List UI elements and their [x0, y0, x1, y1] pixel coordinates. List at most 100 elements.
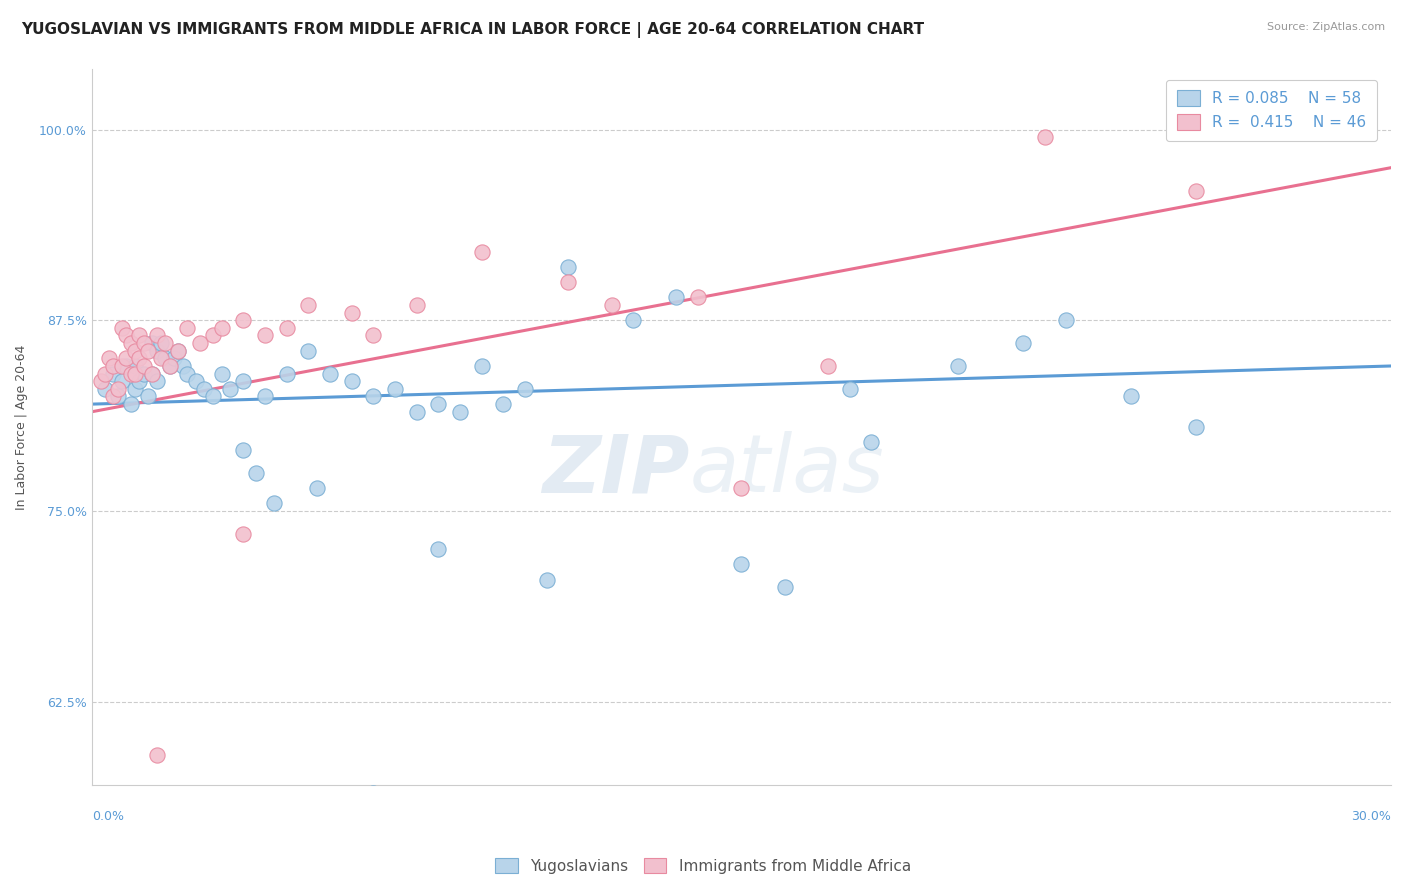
Text: 0.0%: 0.0%	[91, 811, 124, 823]
Point	[188, 336, 211, 351]
Point	[946, 359, 969, 373]
Point	[427, 542, 450, 557]
Point	[621, 313, 644, 327]
Point	[232, 313, 254, 327]
Point	[136, 389, 159, 403]
Point	[141, 367, 163, 381]
Point	[340, 374, 363, 388]
Point	[1012, 336, 1035, 351]
Point	[124, 343, 146, 358]
Point	[107, 389, 129, 403]
Point	[146, 747, 169, 762]
Point	[136, 343, 159, 358]
Point	[124, 367, 146, 381]
Point	[1121, 389, 1143, 403]
Point	[297, 343, 319, 358]
Point	[159, 359, 181, 373]
Point	[492, 397, 515, 411]
Point	[363, 328, 385, 343]
Point	[363, 389, 385, 403]
Point	[730, 481, 752, 495]
Point	[163, 351, 186, 366]
Point	[1033, 130, 1056, 145]
Point	[172, 359, 194, 373]
Point	[773, 580, 796, 594]
Legend: Yugoslavians, Immigrants from Middle Africa: Yugoslavians, Immigrants from Middle Afr…	[489, 852, 917, 880]
Point	[471, 359, 494, 373]
Point	[128, 374, 150, 388]
Point	[405, 298, 427, 312]
Point	[150, 351, 173, 366]
Point	[513, 382, 536, 396]
Point	[340, 305, 363, 319]
Point	[107, 382, 129, 396]
Point	[146, 328, 169, 343]
Point	[1185, 420, 1208, 434]
Point	[115, 359, 138, 373]
Point	[159, 359, 181, 373]
Point	[111, 321, 134, 335]
Point	[94, 367, 117, 381]
Point	[557, 275, 579, 289]
Legend: R = 0.085    N = 58, R =  0.415    N = 46: R = 0.085 N = 58, R = 0.415 N = 46	[1166, 79, 1376, 141]
Point	[132, 367, 155, 381]
Text: 30.0%: 30.0%	[1351, 811, 1391, 823]
Point	[665, 290, 688, 304]
Point	[120, 397, 142, 411]
Point	[184, 374, 207, 388]
Text: atlas: atlas	[689, 431, 884, 509]
Point	[176, 367, 198, 381]
Point	[254, 389, 277, 403]
Point	[305, 481, 328, 495]
Point	[103, 367, 125, 381]
Point	[141, 336, 163, 351]
Point	[128, 328, 150, 343]
Point	[276, 321, 298, 335]
Point	[115, 328, 138, 343]
Point	[103, 389, 125, 403]
Point	[167, 343, 190, 358]
Point	[124, 382, 146, 396]
Y-axis label: In Labor Force | Age 20-64: In Labor Force | Age 20-64	[15, 344, 28, 509]
Point	[405, 405, 427, 419]
Point	[817, 359, 839, 373]
Point	[155, 336, 177, 351]
Point	[176, 321, 198, 335]
Point	[254, 328, 277, 343]
Point	[120, 336, 142, 351]
Point	[103, 359, 125, 373]
Point	[1185, 184, 1208, 198]
Point	[688, 290, 710, 304]
Text: ZIP: ZIP	[543, 431, 689, 509]
Point	[449, 405, 471, 419]
Point	[1054, 313, 1077, 327]
Point	[211, 321, 233, 335]
Point	[167, 343, 190, 358]
Point	[860, 435, 883, 450]
Point	[557, 260, 579, 274]
Point	[245, 466, 267, 480]
Point	[94, 382, 117, 396]
Point	[193, 382, 215, 396]
Point	[146, 374, 169, 388]
Point	[232, 526, 254, 541]
Point	[297, 298, 319, 312]
Point	[363, 786, 385, 800]
Point	[232, 442, 254, 457]
Point	[89, 374, 111, 388]
Point	[98, 351, 121, 366]
Point	[128, 351, 150, 366]
Point	[838, 382, 860, 396]
Point	[132, 336, 155, 351]
Point	[120, 367, 142, 381]
Point	[471, 244, 494, 259]
Point	[132, 359, 155, 373]
Point	[115, 351, 138, 366]
Text: YUGOSLAVIAN VS IMMIGRANTS FROM MIDDLE AFRICA IN LABOR FORCE | AGE 20-64 CORRELAT: YUGOSLAVIAN VS IMMIGRANTS FROM MIDDLE AF…	[21, 22, 924, 38]
Point	[111, 374, 134, 388]
Point	[219, 382, 242, 396]
Point	[155, 351, 177, 366]
Point	[536, 573, 558, 587]
Point	[263, 496, 285, 510]
Point	[124, 359, 146, 373]
